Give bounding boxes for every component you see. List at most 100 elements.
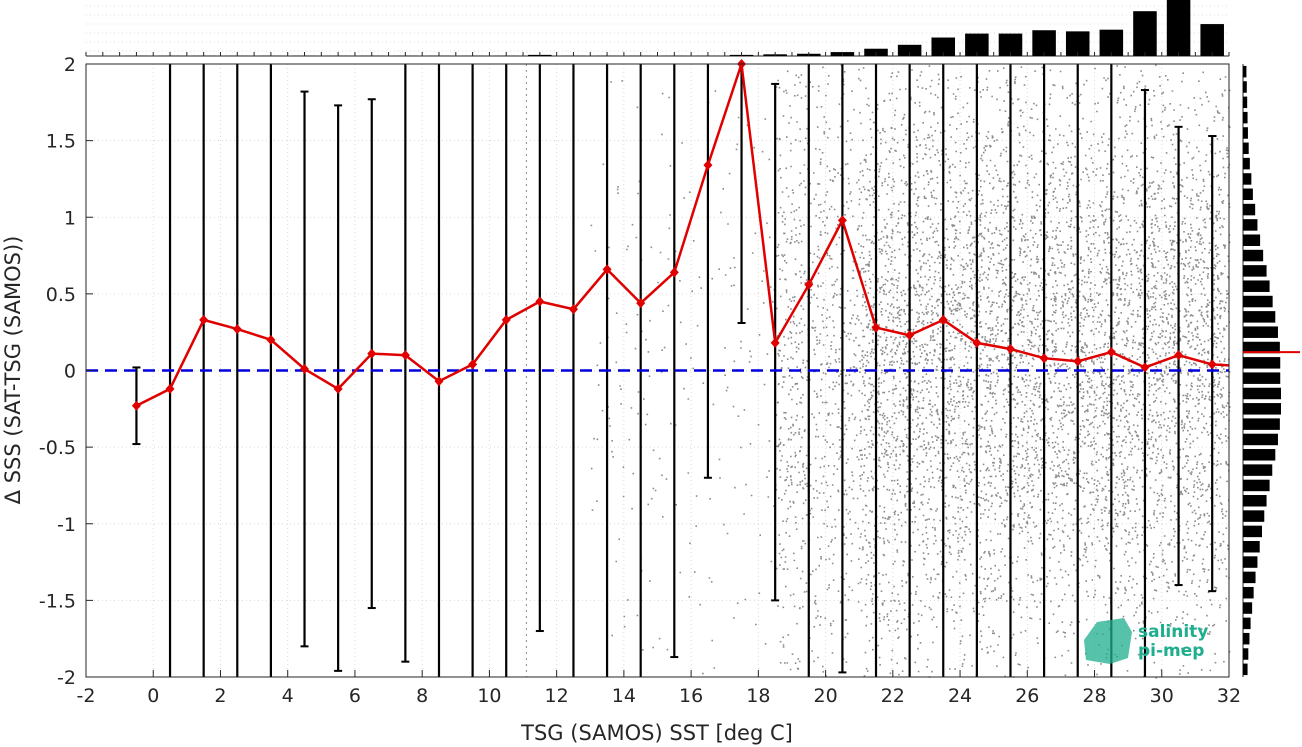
top-histogram-bar <box>897 44 922 56</box>
mean-marker <box>131 400 141 411</box>
mean-series-line <box>135 63 1230 407</box>
mean-marker <box>165 383 175 394</box>
y-tick-label: 0.5 <box>46 284 76 306</box>
x-tick-label: 16 <box>679 685 703 707</box>
x-tick-label: 6 <box>349 685 361 707</box>
y-tick-label: -1.5 <box>39 590 76 612</box>
right-histogram-bar <box>1243 418 1280 430</box>
right-histogram-bar <box>1243 203 1256 216</box>
right-histogram-bar <box>1243 663 1248 676</box>
x-tick-label: 12 <box>545 685 569 707</box>
right-histogram-bar <box>1243 173 1252 185</box>
top-histogram-bar <box>1032 30 1056 56</box>
mean-marker <box>804 279 814 290</box>
top-histogram-bar <box>998 33 1023 56</box>
right-histogram-bar <box>1243 495 1267 507</box>
mean-marker <box>770 337 780 348</box>
mean-marker <box>232 324 242 335</box>
mean-marker <box>636 298 646 309</box>
right-histogram-bar <box>1243 234 1261 246</box>
y-axis-ticks: 2 1.5 1 0.5 0 -0.5 -1 -1.5 -2 <box>39 54 93 689</box>
y-axis-label: Δ SSS (SAT-TSG (SAMOS)) <box>1 236 25 505</box>
y-tick-label: 1.5 <box>46 131 76 153</box>
top-histogram-bar <box>1133 11 1157 56</box>
top-histogram-bar <box>1099 29 1124 56</box>
top-histogram-bar <box>1166 0 1191 56</box>
x-tick-label: 24 <box>948 685 972 707</box>
mean-marker <box>1140 362 1150 373</box>
logo: salinity pi-mep <box>1084 618 1208 664</box>
right-histogram-bar <box>1243 479 1270 492</box>
mean-marker <box>400 350 410 361</box>
mean-marker <box>333 383 343 394</box>
right-histogram-bar <box>1243 403 1281 415</box>
mean-marker <box>1174 350 1184 361</box>
right-histogram-bar <box>1243 525 1262 538</box>
y-tick-label: 0 <box>64 361 76 383</box>
right-histogram-bar <box>1243 433 1278 446</box>
x-tick-label: 2 <box>214 685 226 707</box>
top-histogram-bar <box>965 33 989 56</box>
x-axis-label: TSG (SAMOS) SST [deg C] <box>520 721 793 745</box>
mean-marker <box>905 330 915 341</box>
right-histogram-bar <box>1243 341 1280 354</box>
mean-marker <box>837 215 847 226</box>
mean-marker <box>669 267 679 278</box>
x-tick-label: 0 <box>147 685 159 707</box>
x-tick-label: 28 <box>1082 685 1106 707</box>
right-histogram-bar <box>1243 280 1270 292</box>
right-histogram-bar <box>1243 142 1249 155</box>
x-tick-label: 8 <box>416 685 428 707</box>
y-tick-label: 2 <box>64 54 76 76</box>
x-tick-label: 14 <box>612 685 636 707</box>
mean-marker <box>199 314 209 325</box>
y-tick-label: -2 <box>57 667 76 689</box>
right-histogram-bar <box>1243 602 1253 614</box>
mean-marker <box>871 322 881 333</box>
right-histogram-bar <box>1243 96 1248 109</box>
mean-marker <box>1106 347 1116 358</box>
right-histogram-bar <box>1243 219 1258 231</box>
y-tick-label: -0.5 <box>39 437 76 459</box>
mean-marker <box>434 376 444 387</box>
right-histogram-bar <box>1243 464 1273 476</box>
x-tick-label: 20 <box>813 685 837 707</box>
right-histogram-bar <box>1243 127 1248 139</box>
right-histogram-bar <box>1243 387 1281 400</box>
mean-marker <box>501 314 511 325</box>
top-histogram <box>85 0 1230 57</box>
mean-marker <box>1039 353 1049 364</box>
right-histogram-bar <box>1243 357 1281 369</box>
right-histogram-bar <box>1243 586 1254 599</box>
right-histogram-bar <box>1243 81 1247 93</box>
right-histogram-bar <box>1243 571 1256 584</box>
x-tick-label: 32 <box>1217 685 1241 707</box>
mean-marker <box>568 304 578 315</box>
right-histogram-bar <box>1243 188 1253 201</box>
right-histogram-bar <box>1243 540 1260 553</box>
y-tick-label: 1 <box>64 207 76 229</box>
x-tick-label: 22 <box>881 685 905 707</box>
x-tick-label: 18 <box>746 685 770 707</box>
mean-marker <box>535 296 545 307</box>
top-histogram-bar <box>931 37 956 56</box>
top-histogram-bar <box>1065 31 1090 56</box>
right-histogram-bar <box>1243 326 1278 338</box>
right-histogram-bar <box>1243 265 1267 277</box>
mean-line <box>131 59 1230 411</box>
right-histogram-bar <box>1243 157 1250 170</box>
mean-marker <box>938 314 948 325</box>
mean-marker <box>1207 359 1217 370</box>
x-tick-label: -2 <box>77 685 96 707</box>
right-histogram-bar <box>1243 449 1276 461</box>
right-histogram <box>1242 64 1300 677</box>
mean-marker <box>1073 356 1083 367</box>
logo-text-line2: pi-mep <box>1138 641 1204 661</box>
right-histogram-bar <box>1243 632 1250 645</box>
x-tick-label: 30 <box>1150 685 1174 707</box>
x-axis-ticks: -2 0 2 4 6 8 10 12 14 16 18 20 22 24 26 28 30 32 <box>77 670 1241 707</box>
right-histogram-bar <box>1243 65 1247 78</box>
right-histogram-bar <box>1243 648 1249 660</box>
right-histogram-bar <box>1243 617 1251 630</box>
